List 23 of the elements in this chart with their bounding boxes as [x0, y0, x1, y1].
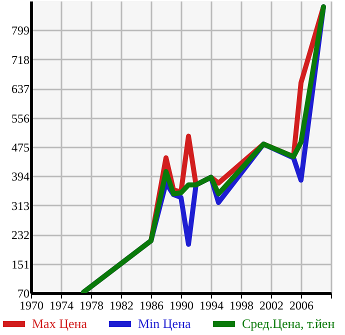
x-tick-label: 2002: [260, 298, 284, 312]
x-tick-label: 1986: [140, 298, 164, 312]
x-tick-label: 1974: [50, 298, 74, 312]
x-tick-label: 1982: [110, 298, 134, 312]
legend-label: Max Цена: [32, 316, 88, 331]
y-tick-label: 394: [12, 170, 30, 184]
x-tick-label: 1978: [80, 298, 104, 312]
legend-label: Min Цена: [138, 316, 192, 331]
y-tick-label: 799: [12, 24, 30, 38]
y-tick-label: 637: [12, 82, 30, 96]
y-tick-label: 70: [18, 286, 30, 300]
x-tick-label: 1998: [230, 298, 254, 312]
x-tick-label: 1990: [170, 298, 194, 312]
legend-label: Сред.Цена, т.йен: [242, 316, 335, 331]
y-tick-label: 151: [12, 257, 30, 272]
y-tick-label: 556: [12, 111, 30, 126]
x-tick-label: 1970: [20, 298, 44, 312]
y-tick-label: 232: [12, 228, 30, 242]
x-tick-label: 2006: [290, 298, 314, 312]
y-tick-label: 718: [12, 52, 30, 67]
y-tick-label: 475: [12, 140, 30, 154]
y-tick-label: 313: [12, 198, 30, 213]
x-tick-label: 1994: [200, 298, 224, 312]
